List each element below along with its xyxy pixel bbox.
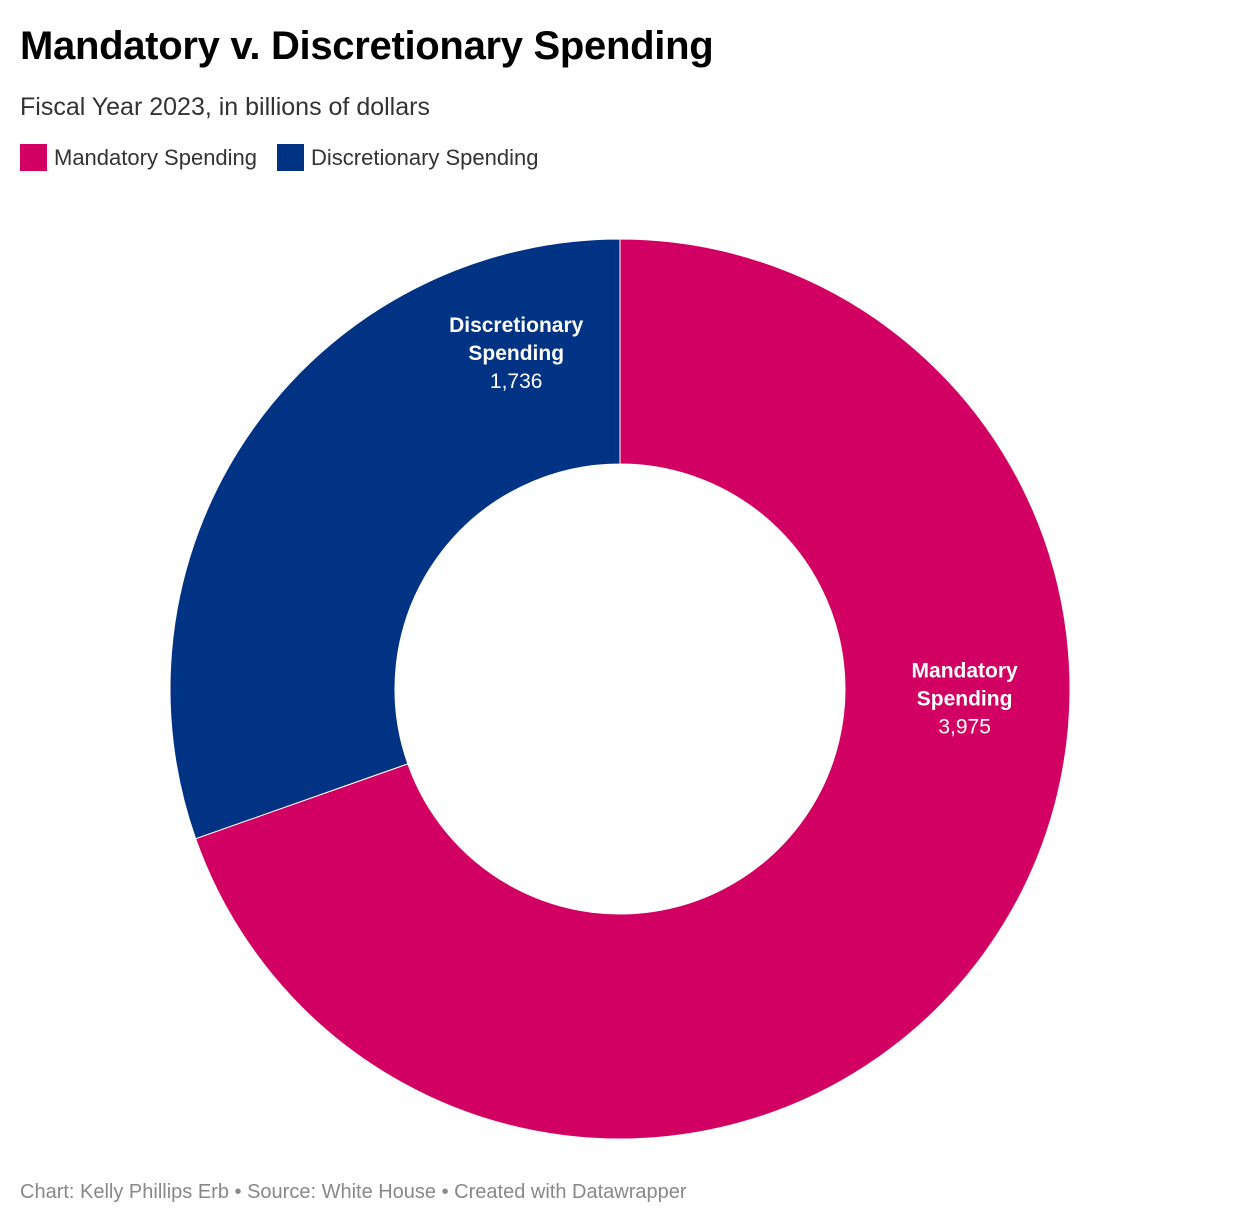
chart-legend: Mandatory Spending Discretionary Spendin… — [20, 144, 539, 171]
donut-slice-mandatory — [194, 238, 1071, 1140]
slice-name-discretionary-line-1: Discretionary — [449, 314, 584, 337]
legend-label-discretionary: Discretionary Spending — [311, 144, 539, 170]
chart-footer: Chart: Kelly Phillips Erb • Source: Whit… — [20, 1181, 687, 1203]
slice-label-discretionary: Discretionary Spending 1,736 — [449, 314, 584, 393]
donut-slice-discretionary — [169, 238, 621, 840]
legend-item-mandatory: Mandatory Spending — [20, 144, 257, 171]
legend-swatch-discretionary — [277, 144, 305, 171]
legend-label-mandatory: Mandatory Spending — [54, 144, 258, 170]
chart-subtitle: Fiscal Year 2023, in billions of dollars — [20, 93, 430, 121]
legend-item-discretionary: Discretionary Spending — [277, 144, 539, 171]
legend-swatch-mandatory — [20, 144, 47, 171]
chart-title: Mandatory v. Discretionary Spending — [20, 24, 714, 68]
slice-value-mandatory: 3,975 — [938, 715, 991, 738]
slice-label-mandatory: Mandatory Spending 3,975 — [912, 659, 1019, 738]
slice-name-mandatory-line-2: Spending — [917, 687, 1013, 710]
slice-value-discretionary: 1,736 — [490, 370, 543, 393]
slice-name-mandatory-line-1: Mandatory — [912, 659, 1019, 682]
slice-name-discretionary-line-2: Spending — [468, 342, 564, 365]
